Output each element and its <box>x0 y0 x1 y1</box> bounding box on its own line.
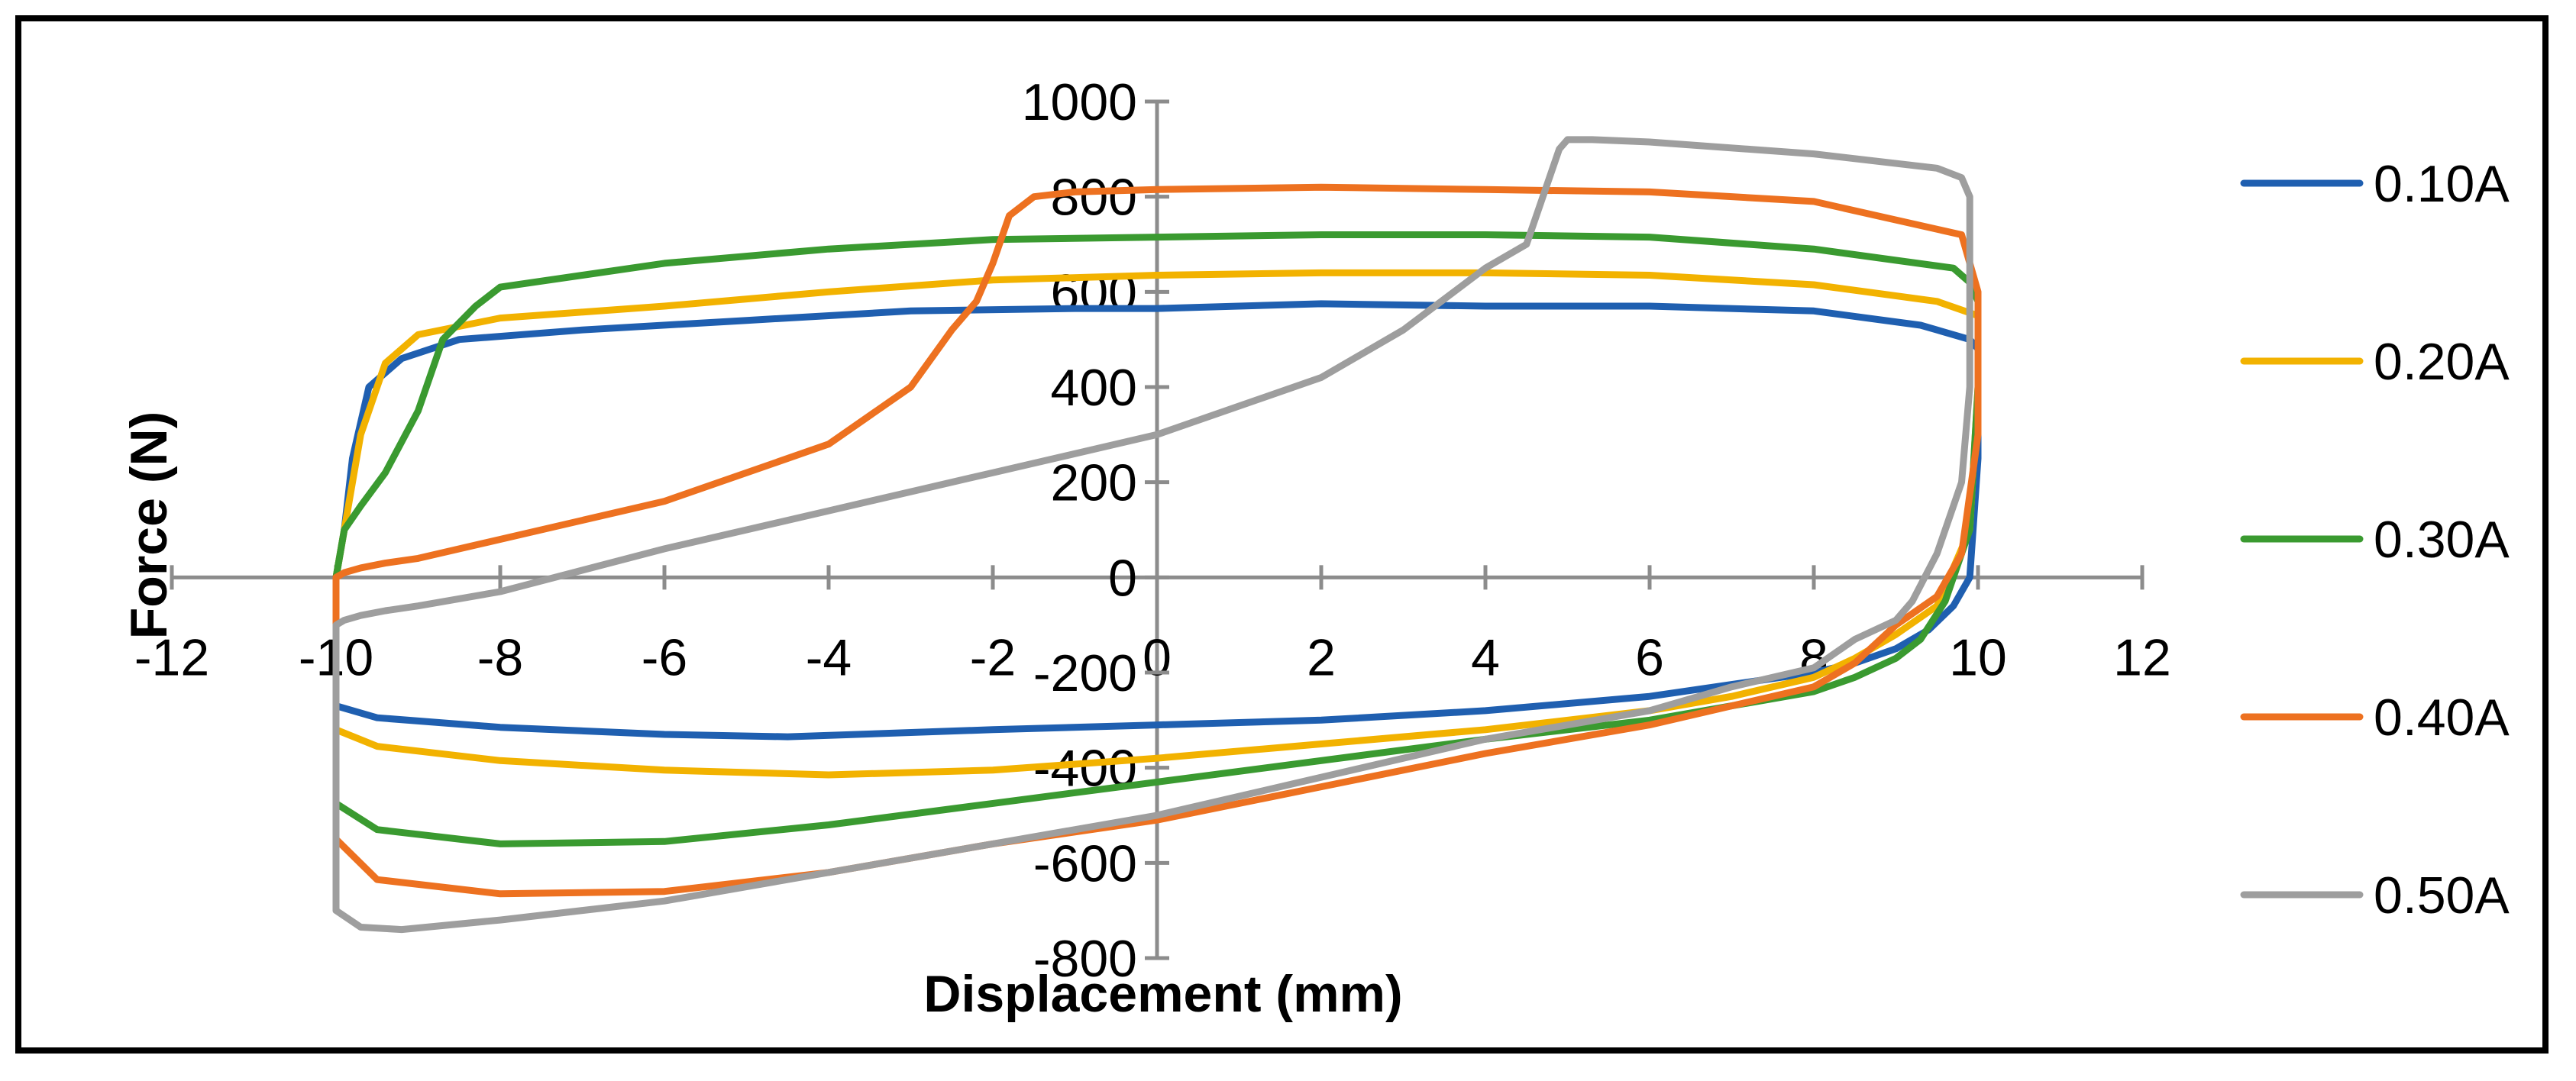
legend-label: 0.20A <box>2374 333 2510 391</box>
x-tick-label: -8 <box>477 628 523 686</box>
legend-item: 0.50A <box>2240 866 2510 924</box>
series-layer <box>332 136 1982 934</box>
legend-item: 0.10A <box>2240 155 2510 213</box>
chart-frame: -12 -10 -8 -6 -4 -2 0 2 4 6 8 10 12 -800 -600 -400 -200 0… <box>15 15 2549 1054</box>
y-tick-label: -200 <box>1033 644 1137 702</box>
x-tick-label: 10 <box>1949 628 2007 686</box>
x-tick-label: 12 <box>2113 628 2171 686</box>
series-line-0.50A <box>332 136 1973 934</box>
y-axis-title: Force (N) <box>120 411 178 639</box>
y-tick-label: 1000 <box>1022 73 1137 131</box>
axes-layer: -12 -10 -8 -6 -4 -2 0 2 4 6 8 10 12-800-600-400-2000… <box>134 73 2171 988</box>
legend-label: 0.50A <box>2374 866 2510 924</box>
x-tick-label: -6 <box>642 628 687 686</box>
y-tick-label: 800 <box>1051 169 1137 227</box>
x-tick-label: 6 <box>1635 628 1664 686</box>
x-tick-label: 0 <box>1143 628 1172 686</box>
y-tick-label: 600 <box>1051 263 1137 321</box>
y-tick-label: -600 <box>1033 834 1137 892</box>
legend-item: 0.20A <box>2240 333 2510 391</box>
y-tick-label: 400 <box>1051 359 1137 417</box>
x-tick-label: 4 <box>1471 628 1500 686</box>
legend-item: 0.30A <box>2240 511 2510 569</box>
legend-label: 0.30A <box>2374 511 2510 569</box>
x-tick-label: -4 <box>806 628 852 686</box>
x-axis-title: Displacement (mm) <box>923 965 1402 1023</box>
chart-svg: -12 -10 -8 -6 -4 -2 0 2 4 6 8 10 12-800-600-400-2000… <box>120 73 2510 1023</box>
y-tick-label: 0 <box>1108 549 1137 607</box>
x-tick-label: 2 <box>1307 628 1336 686</box>
legend-item: 0.40A <box>2240 689 2510 747</box>
y-tick-label: 200 <box>1051 454 1137 512</box>
legend-label: 0.10A <box>2374 155 2510 213</box>
legend-layer: 0.10A 0.20A 0.30A 0.40A 0.50A <box>2240 155 2510 924</box>
x-tick-label: -2 <box>970 628 1016 686</box>
y-tick-label: -800 <box>1033 930 1137 988</box>
legend-label: 0.40A <box>2374 689 2510 747</box>
x-tick-label: -12 <box>134 628 209 686</box>
